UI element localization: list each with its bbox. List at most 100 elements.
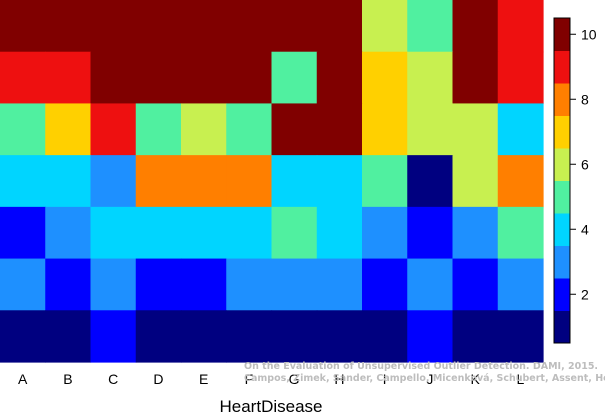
heatmap-cell-d-row7 <box>135 310 182 363</box>
heatmap-cell-i-row2 <box>362 51 408 105</box>
x-tick-label-l: L <box>516 371 524 387</box>
colorbar-tick-label-2: 2 <box>581 286 589 302</box>
heatmap-cell-i-row6 <box>362 258 408 311</box>
colorbar-segment-3 <box>554 245 570 279</box>
heatmap-cell-f-row1 <box>226 0 273 53</box>
source-caption: On the Evaluation of Unsupervised Outlie… <box>244 361 605 385</box>
heatmap-cell-l-row4 <box>497 155 544 208</box>
heatmap-cell-a-row3 <box>0 103 46 156</box>
colorbar-segment-8 <box>554 83 570 116</box>
x-axis-title: HeartDisease <box>220 397 323 413</box>
x-tick-label-i: I <box>383 371 387 387</box>
heatmap-cell-d-row3 <box>135 103 182 156</box>
heatmap-cell-j-row3 <box>407 103 454 156</box>
heatmap-cell-f-row2 <box>226 51 273 105</box>
colorbar-segment-2 <box>554 278 570 311</box>
colorbar-segment-4 <box>554 213 570 246</box>
heatmap-cell-e-row7 <box>181 310 227 363</box>
heatmap-cell-l-row1 <box>497 0 544 53</box>
colorbar-segment-1 <box>554 310 570 344</box>
x-tick-label-j: J <box>426 371 433 387</box>
heatmap-cell-i-row5 <box>362 206 408 260</box>
heatmap-cell-a-row6 <box>0 258 46 311</box>
heatmap-cell-j-row7 <box>407 310 454 363</box>
x-tick-label-d: D <box>153 371 163 387</box>
colorbar-border <box>553 17 571 344</box>
x-tick-label-e: E <box>199 371 208 387</box>
heatmap-cell-b-row6 <box>45 258 92 311</box>
heatmap-cell-d-row2 <box>135 51 182 105</box>
heatmap-cell-d-row5 <box>135 206 182 260</box>
colorbar-tick-label-8: 8 <box>581 91 589 107</box>
heatmap-cell-j-row5 <box>407 206 454 260</box>
heatmap-cell-c-row4 <box>90 155 137 208</box>
x-tick-label-k: K <box>470 371 480 387</box>
heatmap-cell-h-row3 <box>316 103 363 156</box>
heatmap-cell-a-row5 <box>0 206 46 260</box>
heatmap-cell-h-row1 <box>316 0 363 53</box>
heatmap-cell-b-row1 <box>45 0 92 53</box>
colorbar-segment-5 <box>554 180 570 214</box>
heatmap-cell-h-row4 <box>316 155 363 208</box>
heatmap-cell-d-row1 <box>135 0 182 53</box>
heatmap-cell-e-row2 <box>181 51 227 105</box>
heatmap-cell-f-row3 <box>226 103 273 156</box>
heatmap-cell-g-row5 <box>271 206 318 260</box>
colorbar-tick-label-10: 10 <box>581 26 597 42</box>
x-tick-label-b: B <box>63 371 72 387</box>
heatmap-cell-j-row4 <box>407 155 454 208</box>
heatmap-cell-b-row2 <box>45 51 92 105</box>
heatmap-cell-e-row6 <box>181 258 227 311</box>
heatmap-cell-d-row6 <box>135 258 182 311</box>
caption-line-2: Campos, Zimek, Sander, Campello, Micenko… <box>244 373 605 384</box>
heatmap-cell-h-row6 <box>316 258 363 311</box>
heatmap-cell-g-row4 <box>271 155 318 208</box>
heatmap-cell-c-row1 <box>90 0 137 53</box>
heatmap-cell-i-row1 <box>362 0 408 53</box>
heatmap-cell-d-row4 <box>135 155 182 208</box>
heatmap-cell-g-row2 <box>271 51 318 105</box>
heatmap-cell-b-row4 <box>45 155 92 208</box>
heatmap-cell-e-row1 <box>181 0 227 53</box>
colorbar-segment-7 <box>554 115 570 149</box>
heatmap-cell-b-row3 <box>45 103 92 156</box>
heatmap-cell-i-row7 <box>362 310 408 363</box>
heatmap-cell-a-row2 <box>0 51 46 105</box>
heatmap-cell-e-row5 <box>181 206 227 260</box>
colorbar-segment-9 <box>554 50 570 84</box>
heatmap-cell-c-row3 <box>90 103 137 156</box>
heatmap-cell-j-row6 <box>407 258 454 311</box>
x-tick-label-h: H <box>334 371 344 387</box>
heatmap-cell-f-row6 <box>226 258 273 311</box>
heatmap-cells <box>0 0 544 363</box>
heatmap-cell-l-row5 <box>497 206 544 260</box>
heatmap-cell-j-row2 <box>407 51 454 105</box>
heatmap-cell-i-row4 <box>362 155 408 208</box>
heatmap-cell-c-row7 <box>90 310 137 363</box>
heatmap-cell-a-row1 <box>0 0 46 53</box>
heatmap-cell-k-row7 <box>452 310 499 363</box>
x-tick-label-c: C <box>108 371 118 387</box>
colorbar-tick-label-4: 4 <box>581 221 589 237</box>
heatmap-cell-l-row7 <box>497 310 544 363</box>
x-tick-label-f: F <box>245 371 254 387</box>
heatmap-cell-h-row7 <box>316 310 363 363</box>
heatmap-cell-i-row3 <box>362 103 408 156</box>
heatmap-cell-f-row4 <box>226 155 273 208</box>
colorbar: 2 4 6 8 10 <box>553 17 597 344</box>
heatmap-cell-a-row4 <box>0 155 46 208</box>
heatmap-cell-e-row3 <box>181 103 227 156</box>
heatmap-cell-b-row5 <box>45 206 92 260</box>
heatmap-cell-g-row6 <box>271 258 318 311</box>
heatmap-cell-j-row1 <box>407 0 454 53</box>
heatmap-cell-f-row7 <box>226 310 273 363</box>
heatmap-cell-g-row7 <box>271 310 318 363</box>
heatmap-cell-c-row5 <box>90 206 137 260</box>
heatmap-cell-g-row1 <box>271 0 318 53</box>
x-tick-label-g: G <box>289 371 300 387</box>
heatmap-cell-k-row6 <box>452 258 499 311</box>
heatmap-cell-l-row3 <box>497 103 544 156</box>
x-axis-ticks: A B C D E F G H I J K L <box>18 371 525 387</box>
heatmap-cell-b-row7 <box>45 310 92 363</box>
